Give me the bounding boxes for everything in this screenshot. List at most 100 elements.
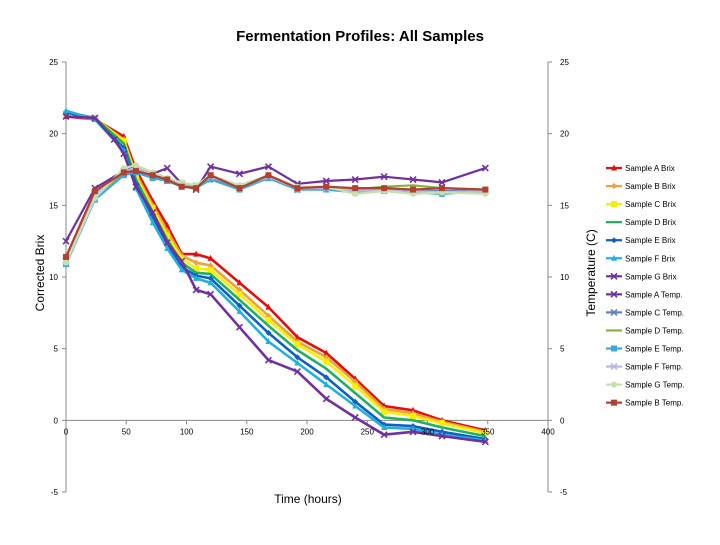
legend-label: Sample F Brix (625, 254, 675, 263)
data-point (409, 428, 417, 436)
data-point (409, 175, 417, 184)
data-point (207, 290, 215, 298)
x-tick-label: 200 (300, 427, 314, 436)
data-point (149, 208, 157, 217)
data-point (236, 302, 243, 309)
data-point (351, 175, 359, 184)
data-point (294, 185, 301, 192)
legend-label: Sample B Brix (625, 182, 676, 191)
x-tick-label: 150 (240, 427, 254, 436)
data-point (164, 176, 171, 183)
data-point (352, 185, 359, 192)
legend-item: Sample D Brix (606, 218, 676, 227)
series-line (64, 169, 486, 261)
y-tick-label: 25 (49, 58, 58, 67)
legend-item: Sample G Brix (606, 272, 677, 281)
data-point (482, 430, 489, 437)
data-point (178, 266, 185, 273)
series-line (64, 168, 486, 264)
data-point (164, 244, 171, 251)
data-point (380, 431, 388, 439)
y2-tick-label: 10 (560, 273, 569, 282)
y-tick-label: 0 (54, 416, 59, 425)
data-point (236, 279, 243, 286)
y2-tick-label: 15 (560, 201, 569, 210)
data-point (149, 205, 156, 212)
legend-marker (610, 290, 618, 298)
y2-tick-label: -5 (560, 488, 568, 497)
data-point (120, 169, 127, 176)
series-7 (62, 112, 489, 446)
data-point (193, 274, 200, 281)
data-point (294, 359, 301, 366)
legend-marker (611, 254, 617, 261)
data-point (193, 259, 200, 266)
data-point (265, 172, 272, 179)
data-point (410, 186, 417, 193)
data-point (91, 188, 98, 194)
data-point (163, 164, 171, 172)
legend-marker (611, 381, 617, 388)
data-point (193, 185, 200, 192)
data-point (132, 167, 139, 174)
data-point (438, 420, 445, 427)
data-point (149, 219, 156, 226)
data-point (207, 279, 214, 286)
data-point (265, 338, 272, 344)
legend-label: Sample E Temp. (625, 345, 684, 354)
legend-item: Sample E Brix (606, 236, 676, 245)
legend-marker (611, 164, 617, 171)
y2-tick-label: 5 (560, 345, 565, 354)
data-point (438, 178, 446, 186)
data-point (323, 358, 330, 365)
data-point (193, 250, 200, 257)
legend-label: Sample G Brix (625, 272, 677, 281)
legend-item: Sample E Temp. (606, 345, 684, 354)
series-10 (64, 168, 486, 264)
data-point (265, 317, 272, 323)
data-point (481, 164, 489, 172)
legend-label: Sample G Temp. (625, 381, 684, 390)
y2-tick-label: 0 (560, 416, 565, 425)
data-point (381, 424, 388, 430)
legend-label: Sample B Temp. (625, 399, 684, 408)
x-tick-label: 300 (421, 427, 435, 436)
legend-label: Sample A Brix (625, 164, 675, 173)
legend-marker (611, 399, 617, 406)
data-point (323, 349, 330, 356)
data-point (207, 163, 215, 171)
legend-marker (610, 308, 618, 316)
legend-item: Sample B Temp. (606, 399, 684, 408)
legend-item: Sample B Brix (606, 182, 676, 191)
y-axis-label: Corrected Brix (33, 235, 47, 312)
series-layer (62, 107, 489, 446)
series-line (65, 110, 486, 441)
data-point (410, 406, 417, 413)
data-point (207, 266, 214, 273)
data-point (132, 183, 140, 191)
data-point (178, 255, 185, 262)
chart-title: Fermentation Profiles: All Samples (236, 28, 484, 45)
data-point (63, 259, 69, 266)
data-point (236, 291, 243, 298)
data-point (381, 185, 388, 192)
data-point (294, 341, 301, 348)
data-point (293, 368, 301, 376)
legend: Sample A Brix Sample B Brix Sample C Brix S… (606, 164, 684, 408)
legend-marker (611, 201, 617, 208)
legend-label: Sample D Brix (625, 218, 676, 227)
legend-label: Sample C Temp. (625, 308, 684, 317)
data-point (192, 286, 200, 294)
legend-item: Sample F Brix (606, 254, 675, 263)
data-point (323, 381, 330, 387)
legend-marker (610, 272, 618, 280)
data-point (62, 237, 70, 245)
data-point (164, 232, 171, 239)
data-point (264, 356, 273, 364)
legend-marker (611, 345, 617, 352)
series-11 (63, 169, 489, 268)
legend-item: Sample D Temp. (606, 326, 684, 335)
data-point (352, 402, 359, 409)
legend-label: Sample D Temp. (625, 326, 684, 335)
